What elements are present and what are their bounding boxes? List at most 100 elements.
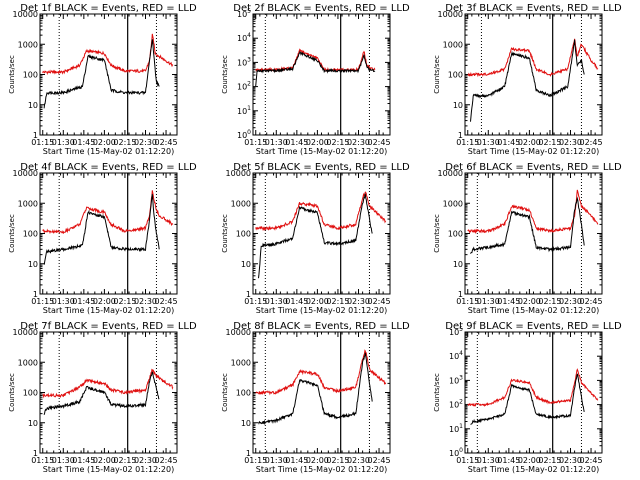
y-tick-label: 103 xyxy=(449,374,463,385)
panel-title: Det 9f BLACK = Events, RED = LLD xyxy=(445,321,622,332)
x-axis-label: Start Time (15-May-02 01:12:20) xyxy=(256,465,387,474)
y-tick-base: 10 xyxy=(237,83,247,92)
y-tick-base: 10 xyxy=(449,328,459,337)
x-tick-label: 01:30 xyxy=(265,297,288,306)
y-tick-base: 10 xyxy=(237,131,247,140)
y-tick-label: 1000 xyxy=(18,358,38,367)
y-axis-label: Counts/sec xyxy=(221,214,229,253)
x-tick-label: 01:15 xyxy=(244,138,267,147)
panel-title: Det 3f BLACK = Events, RED = LLD xyxy=(445,3,622,14)
panel-4: Det 4f BLACK = Events, RED = LLD 1 10 100 10… xyxy=(8,162,197,315)
y-tick-label: 100 xyxy=(236,230,251,239)
panel-title: Det 1f BLACK = Events, RED = LLD xyxy=(20,3,197,14)
series-line-events xyxy=(255,50,376,87)
y-tick-label: 105 xyxy=(237,8,251,19)
y-tick-label: 10 xyxy=(28,101,38,110)
y-tick-label: 1 xyxy=(33,290,38,299)
y-tick-exponent: 3 xyxy=(459,374,463,381)
series-line-events xyxy=(470,373,585,425)
x-tick-label: 01:30 xyxy=(265,456,288,465)
y-tick-base: 10 xyxy=(449,376,459,385)
y-tick-label: 104 xyxy=(449,350,463,361)
x-tick-label: 02:00 xyxy=(518,138,541,147)
panel-title: Det 6f BLACK = Events, RED = LLD xyxy=(445,162,622,173)
x-tick-label: 01:30 xyxy=(52,297,75,306)
y-tick-exponent: 0 xyxy=(247,129,251,136)
x-tick-label: 02:45 xyxy=(580,297,603,306)
y-tick-label: 10000 xyxy=(226,328,251,337)
x-tick-label: 01:15 xyxy=(456,297,479,306)
y-axis-label: Counts/sec xyxy=(433,55,441,94)
panel-6: Det 6f BLACK = Events, RED = LLD 1 10 100 10… xyxy=(433,162,622,315)
x-tick-label: 02:30 xyxy=(347,456,370,465)
x-tick-label: 02:15 xyxy=(538,297,561,306)
y-tick-label: 100 xyxy=(236,389,251,398)
panel-title: Det 4f BLACK = Events, RED = LLD xyxy=(20,162,197,173)
series-line-events xyxy=(470,39,585,122)
x-tick-label: 01:30 xyxy=(477,138,500,147)
panel-title: Det 8f BLACK = Events, RED = LLD xyxy=(233,321,410,332)
series-line-lld xyxy=(255,48,376,73)
y-tick-exponent: 4 xyxy=(459,350,463,357)
x-tick-label: 02:15 xyxy=(326,456,349,465)
y-tick-exponent: 3 xyxy=(247,56,251,63)
x-tick-label: 02:30 xyxy=(559,297,582,306)
series-line-lld xyxy=(467,189,599,235)
series-line-events xyxy=(43,39,160,109)
series-line-lld xyxy=(255,191,387,232)
series-line-events xyxy=(470,196,585,254)
series-line-lld xyxy=(255,349,387,396)
y-tick-label: 100 xyxy=(23,230,38,239)
series-line-events xyxy=(43,371,160,415)
x-tick-label: 02:45 xyxy=(580,138,603,147)
y-tick-exponent: 5 xyxy=(459,326,463,333)
y-tick-label: 10000 xyxy=(13,328,38,337)
panel-7: Det 7f BLACK = Events, RED = LLD 1 10 100 10… xyxy=(8,321,197,474)
y-tick-exponent: 1 xyxy=(459,423,463,430)
y-tick-exponent: 2 xyxy=(247,81,251,88)
x-tick-label: 02:15 xyxy=(538,138,561,147)
x-tick-label: 02:45 xyxy=(368,456,391,465)
x-tick-label: 02:45 xyxy=(155,297,178,306)
y-tick-label: 10 xyxy=(28,260,38,269)
series-line-lld xyxy=(467,368,599,407)
y-axis-label: Counts/sec xyxy=(8,55,16,94)
x-tick-label: 01:45 xyxy=(285,297,308,306)
y-tick-base: 10 xyxy=(237,58,247,67)
panel-1: Det 1f BLACK = Events, RED = LLD 1 10 100 10… xyxy=(8,3,197,156)
y-tick-label: 1000 xyxy=(443,40,463,49)
x-tick-label: 02:15 xyxy=(326,297,349,306)
y-tick-exponent: 1 xyxy=(247,105,251,112)
x-axis-label: Start Time (15-May-02 01:12:20) xyxy=(43,306,174,315)
x-tick-label: 01:30 xyxy=(477,297,500,306)
x-tick-label: 01:45 xyxy=(72,297,95,306)
y-tick-label: 100 xyxy=(448,71,463,80)
y-tick-label: 10000 xyxy=(226,169,251,178)
y-tick-label: 1000 xyxy=(231,358,251,367)
panel-title: Det 5f BLACK = Events, RED = LLD xyxy=(233,162,410,173)
y-tick-label: 103 xyxy=(237,56,251,67)
x-tick-label: 01:15 xyxy=(456,456,479,465)
y-tick-base: 10 xyxy=(449,352,459,361)
y-tick-base: 10 xyxy=(237,34,247,43)
panel-9: Det 9f BLACK = Events, RED = LLD10010110… xyxy=(433,321,622,474)
y-tick-label: 1 xyxy=(458,131,463,140)
x-tick-label: 02:30 xyxy=(134,138,157,147)
x-tick-label: 02:45 xyxy=(368,297,391,306)
x-tick-label: 01:45 xyxy=(285,456,308,465)
x-tick-label: 02:30 xyxy=(559,138,582,147)
y-tick-label: 10000 xyxy=(438,169,463,178)
series-line-lld xyxy=(467,38,599,78)
x-tick-label: 01:15 xyxy=(31,456,54,465)
x-axis-label: Start Time (15-May-02 01:12:20) xyxy=(256,147,387,156)
y-tick-label: 1 xyxy=(246,449,251,458)
series-line-events xyxy=(258,193,373,279)
y-tick-label: 100 xyxy=(448,230,463,239)
y-tick-label: 10 xyxy=(453,101,463,110)
x-tick-label: 01:15 xyxy=(31,297,54,306)
y-tick-label: 102 xyxy=(237,81,251,92)
x-tick-label: 02:00 xyxy=(93,456,116,465)
series-line-events xyxy=(43,194,160,265)
y-tick-label: 1000 xyxy=(18,40,38,49)
